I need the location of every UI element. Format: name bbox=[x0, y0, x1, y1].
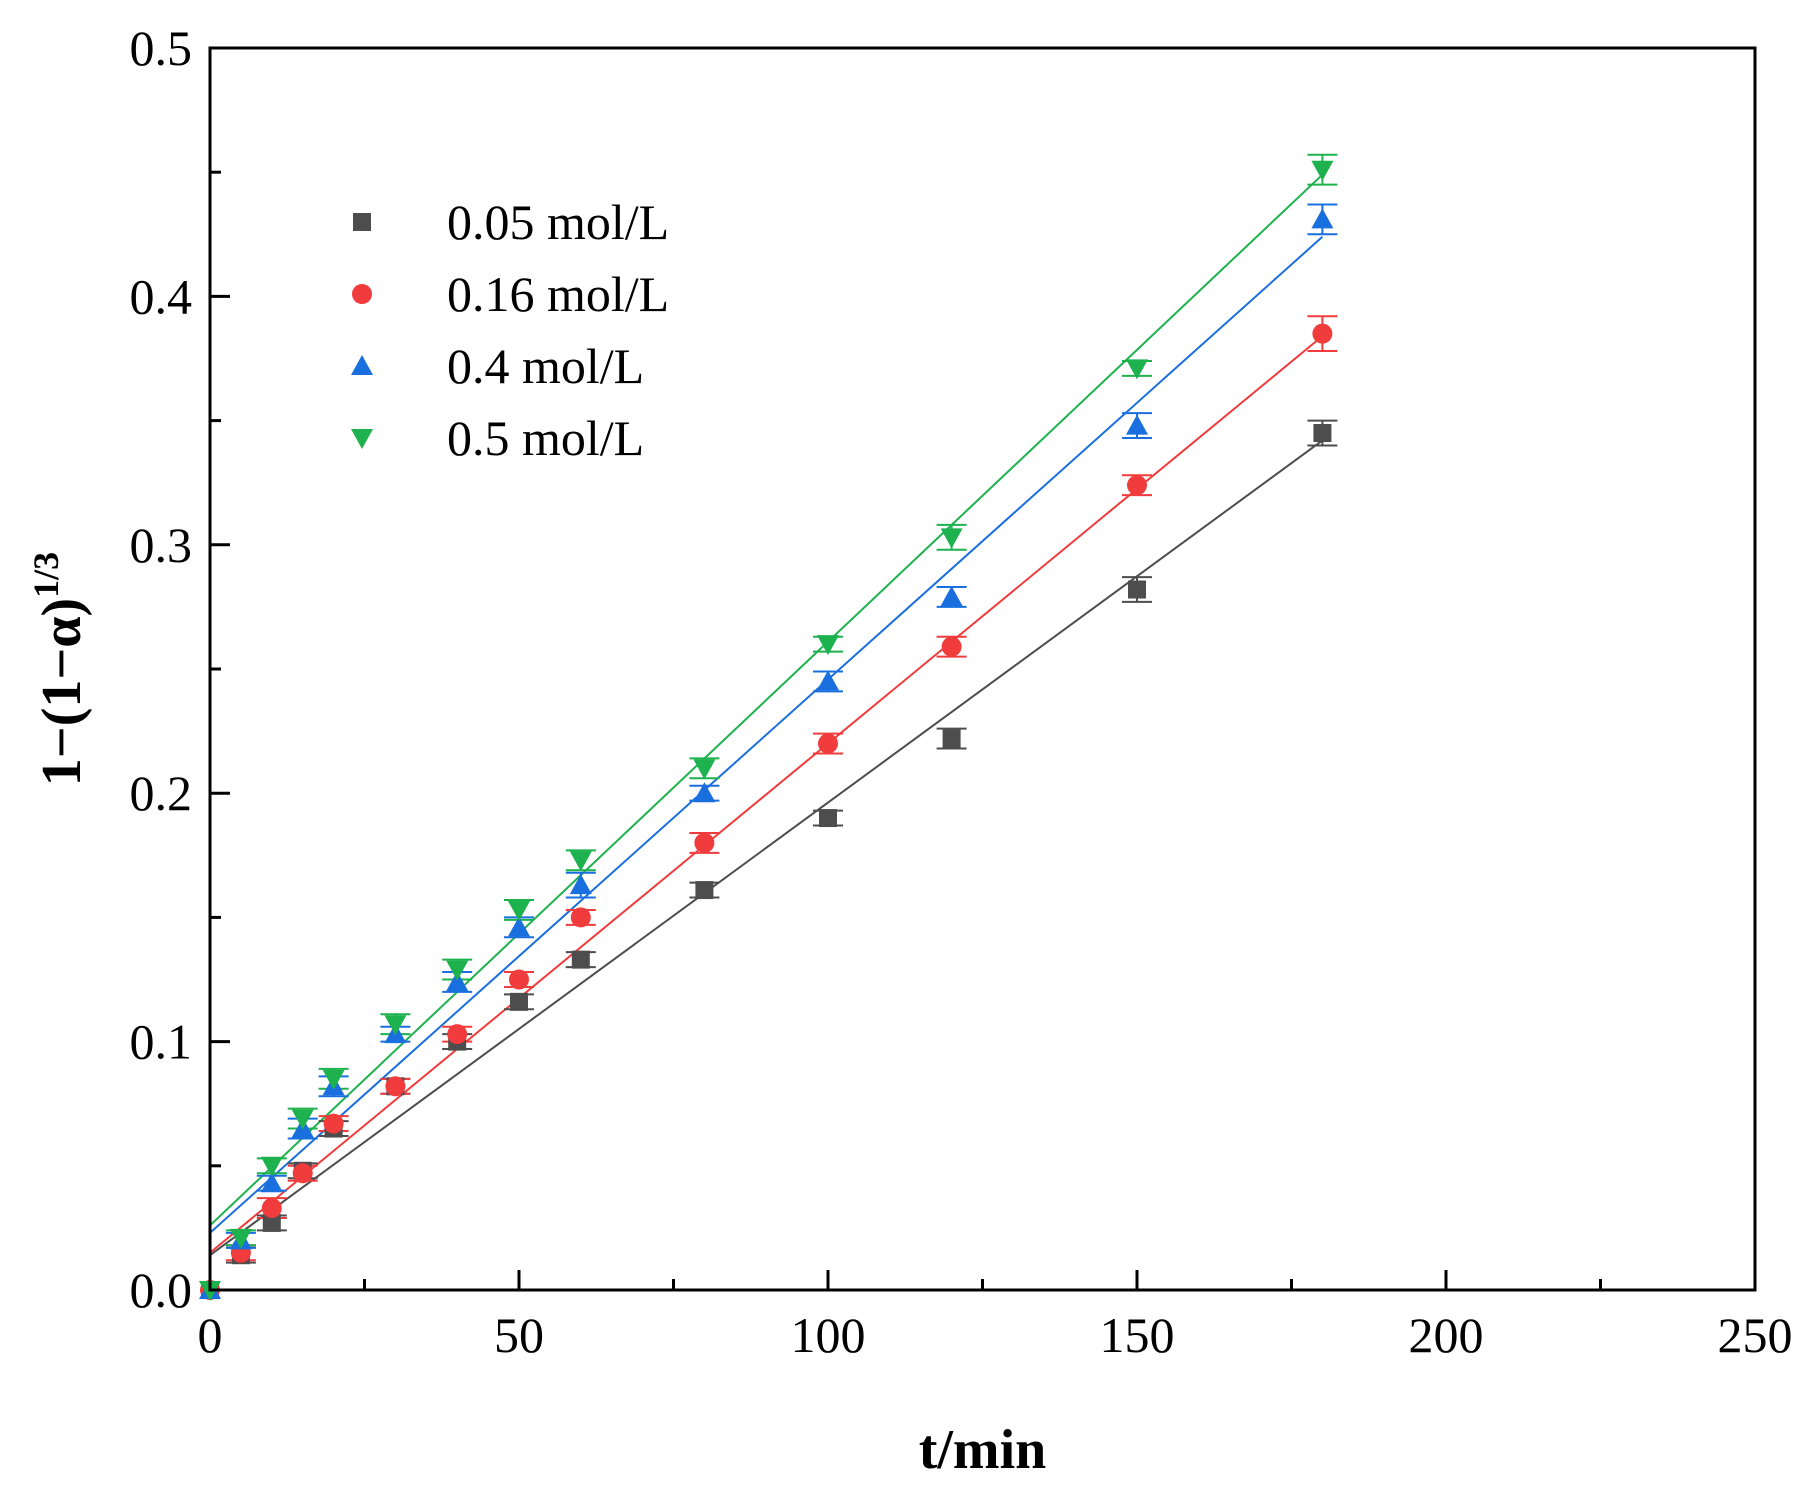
data-point bbox=[819, 809, 837, 828]
data-point bbox=[1313, 424, 1332, 443]
legend-marker bbox=[353, 213, 371, 231]
major-ticks bbox=[208, 46, 1757, 1292]
data-point bbox=[940, 528, 963, 549]
data-point bbox=[322, 1069, 345, 1090]
legend-label: 0.05 mol/L bbox=[447, 194, 669, 250]
data-point bbox=[385, 1076, 406, 1097]
x-tick-labels: 0 50 100 150 200 250 bbox=[198, 1307, 1793, 1363]
x-tick-label: 200 bbox=[1409, 1307, 1484, 1363]
y-tick-label: 0.0 bbox=[130, 1262, 193, 1318]
data-point bbox=[817, 635, 839, 656]
minor-ticks bbox=[210, 170, 1602, 1290]
data-point bbox=[508, 900, 530, 921]
legend-marker bbox=[351, 429, 373, 449]
data-point bbox=[1311, 160, 1334, 181]
fit-line bbox=[209, 335, 1324, 1254]
y-axis-title: 1−(1−α)1/3 bbox=[26, 552, 93, 786]
legend-marker bbox=[352, 284, 372, 304]
data-point bbox=[261, 1198, 282, 1219]
legend: 0.05 mol/L 0.16 mol/L 0.4 mol/L 0.5 mol/L bbox=[351, 194, 669, 466]
data-point bbox=[1312, 323, 1333, 344]
legend-marker bbox=[351, 355, 373, 375]
x-tick-label: 250 bbox=[1718, 1307, 1793, 1363]
x-tick-label: 0 bbox=[198, 1307, 223, 1363]
data-point bbox=[693, 759, 716, 780]
legend-label: 0.4 mol/L bbox=[447, 338, 644, 394]
data-point bbox=[509, 969, 529, 990]
x-tick-label: 50 bbox=[494, 1307, 544, 1363]
y-axis-title-text: 1−(1−α) bbox=[31, 598, 93, 786]
data-point bbox=[291, 1109, 314, 1130]
legend-label: 0.5 mol/L bbox=[447, 410, 644, 466]
data-point bbox=[447, 1024, 468, 1045]
data-point bbox=[292, 1163, 313, 1184]
data-point bbox=[1126, 359, 1148, 380]
x-tick-label: 150 bbox=[1100, 1307, 1175, 1363]
data-point bbox=[569, 851, 592, 872]
x-axis-title: t/min bbox=[919, 1419, 1047, 1481]
y-tick-labels: 0.0 0.1 0.2 0.3 0.4 0.5 bbox=[130, 20, 193, 1318]
y-tick-label: 0.1 bbox=[130, 1014, 193, 1070]
x-tick-label: 100 bbox=[791, 1307, 866, 1363]
data-point bbox=[260, 1156, 283, 1177]
y-tick-label: 0.3 bbox=[130, 517, 193, 573]
y-axis-title-superscript: 1/3 bbox=[26, 552, 66, 598]
data-point bbox=[571, 950, 590, 969]
y-tick-label: 0.4 bbox=[130, 268, 193, 324]
data-point bbox=[384, 1015, 407, 1036]
data-point bbox=[1126, 414, 1148, 435]
data-point bbox=[262, 1213, 281, 1232]
data-point bbox=[570, 907, 591, 928]
data-point bbox=[508, 916, 530, 937]
x-axis-title-text: t/min bbox=[919, 1419, 1047, 1481]
data-point bbox=[1311, 208, 1334, 229]
y-tick-label: 0.2 bbox=[130, 765, 193, 821]
data-point bbox=[1128, 580, 1146, 599]
data-point bbox=[569, 874, 592, 895]
y-tick-label: 0.5 bbox=[130, 20, 193, 76]
data-point bbox=[942, 729, 961, 748]
data-point bbox=[510, 992, 528, 1011]
data-point bbox=[694, 832, 715, 853]
data-point bbox=[693, 782, 716, 803]
data-point bbox=[1127, 475, 1147, 496]
fit-line bbox=[209, 173, 1324, 1227]
data-point bbox=[260, 1172, 283, 1193]
data-point bbox=[323, 1113, 344, 1134]
data-point bbox=[229, 1228, 252, 1249]
fit-line bbox=[209, 236, 1324, 1234]
data-point bbox=[446, 960, 469, 981]
plot-frame bbox=[208, 46, 1757, 1292]
fit-lines bbox=[209, 173, 1324, 1257]
data-point bbox=[695, 881, 714, 900]
data-point bbox=[446, 970, 469, 991]
data-point bbox=[818, 733, 838, 754]
data-point bbox=[817, 670, 839, 691]
markers bbox=[199, 160, 1334, 1301]
error-bars bbox=[225, 153, 1338, 1264]
legend-label: 0.16 mol/L bbox=[447, 266, 669, 322]
data-point bbox=[940, 585, 963, 606]
data-point bbox=[941, 636, 962, 657]
fit-line bbox=[209, 439, 1323, 1257]
